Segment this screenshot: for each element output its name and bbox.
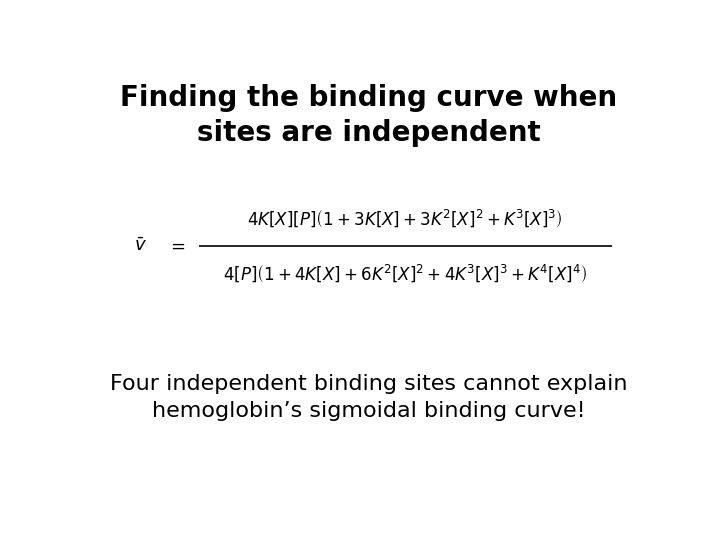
Text: $=$: $=$ — [167, 237, 186, 255]
Text: Finding the binding curve when
sites are independent: Finding the binding curve when sites are… — [120, 84, 618, 147]
Text: Four independent binding sites cannot explain
hemoglobin’s sigmoidal binding cur: Four independent binding sites cannot ex… — [110, 374, 628, 421]
Text: $\bar{v}$: $\bar{v}$ — [134, 237, 147, 255]
Text: $4K\left[X\right]\left[P\right]\left(1+3K\left[X\right]+3K^{2}\left[X\right]^{2}: $4K\left[X\right]\left[P\right]\left(1+3… — [248, 208, 563, 230]
Text: $4\left[P\right]\left(1+4K\left[X\right]+6K^{2}\left[X\right]^{2}+4K^{3}\left[X\: $4\left[P\right]\left(1+4K\left[X\right]… — [223, 262, 588, 284]
